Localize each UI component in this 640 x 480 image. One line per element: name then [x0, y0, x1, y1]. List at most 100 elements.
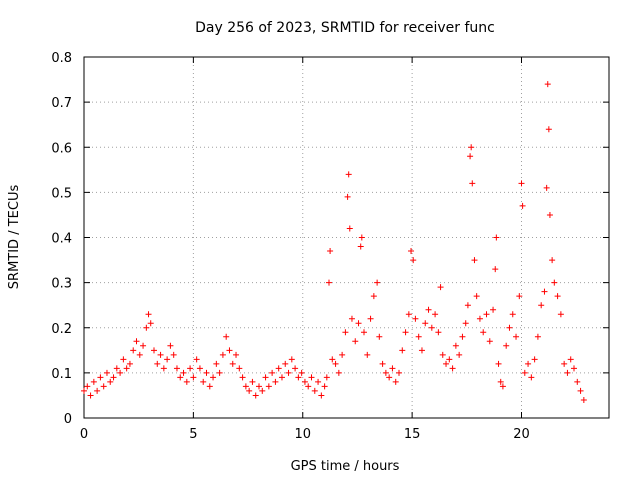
data-point [327, 248, 334, 255]
data-point [428, 324, 435, 331]
data-point [242, 383, 249, 390]
y-tick-label: 0.8 [51, 51, 72, 66]
data-point [249, 378, 256, 385]
data-point [321, 383, 328, 390]
data-point [519, 202, 526, 209]
data-point [412, 315, 419, 322]
x-tick-label: 15 [404, 427, 421, 442]
data-point [130, 347, 137, 354]
data-point [84, 383, 91, 390]
y-tick-label: 0.4 [51, 232, 72, 247]
y-tick-label: 0.3 [51, 277, 72, 292]
data-point [177, 374, 184, 381]
data-point [493, 234, 500, 241]
data-point [292, 365, 299, 372]
data-point [113, 365, 120, 372]
data-point [252, 392, 259, 399]
data-point [315, 378, 322, 385]
data-point [308, 374, 315, 381]
data-point [580, 396, 587, 403]
data-point [464, 302, 471, 309]
data-point [170, 351, 177, 358]
data-point [339, 351, 346, 358]
data-point [345, 171, 352, 178]
data-point [549, 257, 556, 264]
data-point [203, 369, 210, 376]
data-point [422, 320, 429, 327]
data-point [471, 257, 478, 264]
data-point [361, 329, 367, 336]
data-point [544, 81, 551, 88]
x-tick-label: 10 [294, 427, 311, 442]
data-point [459, 333, 466, 340]
data-point [379, 360, 386, 367]
data-point [541, 288, 548, 295]
data-point [538, 302, 545, 309]
data-point [518, 180, 525, 187]
data-point [506, 324, 513, 331]
data-point [117, 369, 124, 376]
y-tick-label: 0.5 [51, 186, 72, 201]
data-point [196, 365, 203, 372]
data-point [282, 360, 289, 367]
data-point [415, 333, 422, 340]
data-point [516, 293, 523, 300]
data-point [136, 351, 143, 358]
data-point [219, 351, 226, 358]
data-point [437, 284, 444, 291]
data-point [332, 360, 339, 367]
data-point [509, 311, 516, 318]
data-point [180, 369, 187, 376]
data-point [374, 279, 381, 286]
data-point [543, 184, 550, 191]
data-point [193, 356, 200, 363]
data-point [298, 369, 305, 376]
data-point [469, 180, 476, 187]
data-point [476, 315, 483, 322]
data-point [107, 378, 114, 385]
data-point [525, 360, 532, 367]
data-point [370, 293, 377, 300]
data-point [210, 374, 217, 381]
data-point [226, 347, 233, 354]
data-point [288, 356, 295, 363]
data-point [145, 311, 152, 318]
y-axis-label: SRMTID / TECUs [7, 185, 22, 290]
data-point [382, 369, 389, 376]
data-point [103, 369, 110, 376]
data-point [223, 333, 230, 340]
data-point [147, 320, 154, 327]
chart-title: Day 256 of 2023, SRMTID for receiver fun… [195, 20, 495, 36]
data-point [357, 243, 364, 250]
data-point [531, 356, 538, 363]
data-point [90, 378, 97, 385]
x-axis-label: GPS time / hours [291, 459, 400, 474]
data-point [187, 365, 194, 372]
data-point [405, 311, 412, 318]
data-point [486, 338, 493, 345]
data-point [473, 293, 480, 300]
data-point [545, 126, 552, 133]
data-point [123, 365, 130, 372]
data-point [418, 347, 425, 354]
data-point [301, 378, 308, 385]
data-point [167, 342, 174, 349]
grid [84, 57, 609, 418]
data-point [81, 387, 87, 394]
data-point [326, 279, 332, 286]
data-point [348, 315, 355, 322]
data-point [97, 374, 104, 381]
data-point [449, 365, 456, 372]
x-tick-label: 20 [513, 427, 530, 442]
data-point [557, 311, 564, 318]
data-point [497, 378, 504, 385]
y-tick-label: 0.2 [51, 322, 72, 337]
data-point [318, 392, 325, 399]
data-point [213, 360, 220, 367]
data-point [183, 378, 190, 385]
axis-ticks: 0 5 10 15 20 0 0.1 0.2 0.3 0.4 0.5 0.6 0.7 0.8 [51, 51, 609, 442]
data-point [551, 279, 558, 286]
data-point [439, 351, 446, 358]
data-point [100, 383, 107, 390]
data-point [495, 360, 502, 367]
